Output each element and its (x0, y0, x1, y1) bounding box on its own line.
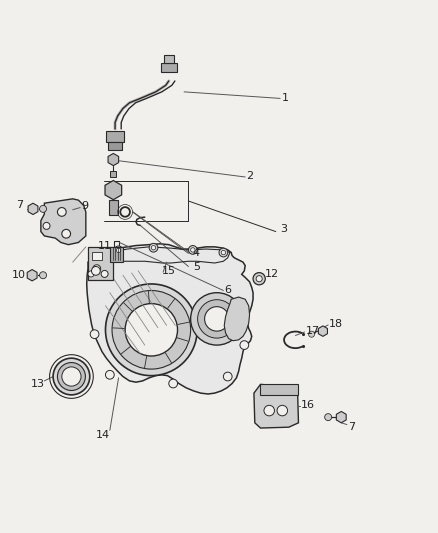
Polygon shape (336, 411, 346, 423)
FancyBboxPatch shape (108, 142, 122, 150)
Circle shape (57, 207, 66, 216)
Polygon shape (28, 203, 38, 215)
Circle shape (205, 306, 229, 331)
Circle shape (221, 251, 226, 255)
Polygon shape (41, 199, 86, 245)
Circle shape (149, 244, 158, 252)
Circle shape (191, 248, 195, 252)
Circle shape (191, 293, 243, 345)
FancyBboxPatch shape (163, 55, 174, 63)
Text: 14: 14 (96, 430, 110, 440)
Text: 3: 3 (280, 224, 287, 235)
Text: 2: 2 (246, 171, 253, 181)
FancyBboxPatch shape (110, 171, 117, 176)
Polygon shape (27, 270, 37, 281)
Circle shape (114, 246, 123, 255)
Circle shape (62, 367, 81, 386)
Text: 13: 13 (30, 378, 44, 389)
Polygon shape (318, 326, 328, 336)
Circle shape (169, 379, 177, 388)
Text: 7: 7 (16, 200, 23, 211)
Polygon shape (224, 297, 250, 341)
Polygon shape (254, 384, 298, 428)
FancyBboxPatch shape (109, 200, 118, 215)
Circle shape (106, 370, 114, 379)
Circle shape (325, 414, 332, 421)
Text: 7: 7 (348, 422, 355, 432)
Text: 9: 9 (81, 201, 88, 211)
FancyBboxPatch shape (161, 63, 177, 72)
Text: 4: 4 (193, 248, 200, 259)
Circle shape (90, 330, 99, 338)
Text: 11: 11 (98, 240, 112, 251)
FancyBboxPatch shape (261, 384, 297, 395)
Text: 5: 5 (193, 262, 200, 271)
Text: 6: 6 (224, 285, 231, 295)
Circle shape (106, 284, 197, 376)
Circle shape (188, 246, 197, 254)
Polygon shape (108, 154, 119, 166)
Text: 15: 15 (161, 266, 175, 276)
Circle shape (151, 246, 155, 250)
Circle shape (125, 304, 177, 356)
Text: 18: 18 (329, 319, 343, 329)
Circle shape (39, 272, 46, 279)
Text: 1: 1 (283, 93, 290, 102)
Circle shape (264, 405, 275, 416)
FancyBboxPatch shape (92, 252, 102, 260)
FancyBboxPatch shape (106, 131, 124, 142)
Text: 10: 10 (12, 270, 25, 280)
FancyBboxPatch shape (88, 247, 113, 280)
Text: 17: 17 (305, 326, 320, 336)
Circle shape (39, 205, 46, 212)
Circle shape (219, 248, 228, 257)
Circle shape (53, 358, 90, 395)
Polygon shape (87, 244, 253, 394)
Circle shape (198, 300, 236, 338)
Circle shape (88, 271, 94, 277)
Circle shape (117, 248, 121, 253)
Circle shape (277, 405, 288, 416)
Circle shape (253, 272, 265, 285)
Circle shape (240, 341, 249, 350)
FancyBboxPatch shape (110, 247, 123, 262)
Circle shape (112, 290, 191, 369)
Circle shape (92, 266, 100, 275)
Circle shape (223, 372, 232, 381)
Text: 12: 12 (265, 269, 279, 279)
Circle shape (57, 362, 85, 391)
Circle shape (256, 276, 262, 282)
Circle shape (93, 265, 101, 272)
Text: 16: 16 (301, 400, 315, 410)
Circle shape (43, 222, 50, 229)
Polygon shape (105, 181, 122, 200)
Circle shape (101, 270, 108, 277)
Circle shape (308, 331, 314, 337)
Circle shape (62, 229, 71, 238)
